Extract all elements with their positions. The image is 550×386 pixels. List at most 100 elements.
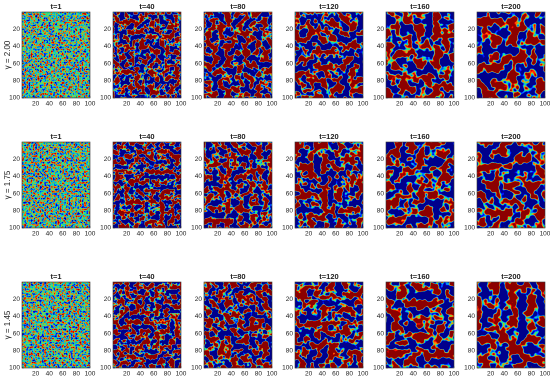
- y-tick-label: 80: [468, 78, 476, 85]
- axes-frame: [385, 11, 455, 99]
- x-tick-label: 80: [164, 371, 172, 378]
- row-label: γ = 1.45: [3, 310, 12, 339]
- panel-title: t=120: [319, 132, 338, 141]
- x-tick-label: 100: [85, 371, 96, 378]
- y-tick-label: 60: [468, 190, 476, 197]
- y-tick-label: 60: [104, 60, 112, 67]
- y-tick-label: 20: [286, 296, 294, 303]
- axes-frame: [112, 281, 182, 369]
- heatmap-image: [295, 282, 363, 368]
- axes-frame: [203, 281, 273, 369]
- y-tick-label: 100: [100, 365, 111, 372]
- y-tick-label: 20: [195, 156, 203, 163]
- x-tick-label: 40: [501, 231, 509, 238]
- x-tick-label: 100: [176, 101, 187, 108]
- x-tick-label: 40: [319, 371, 327, 378]
- y-tick-label: 20: [377, 296, 385, 303]
- x-tick-label: 20: [487, 371, 495, 378]
- x-tick-label: 20: [305, 371, 313, 378]
- x-tick-label: 80: [255, 101, 263, 108]
- y-tick-label: 20: [377, 26, 385, 33]
- axes-frame: [21, 11, 91, 99]
- x-tick-label: 80: [437, 231, 445, 238]
- y-tick-label: 100: [282, 365, 293, 372]
- x-tick-label: 80: [73, 231, 81, 238]
- y-tick-label: 20: [286, 156, 294, 163]
- y-tick-label: 100: [282, 225, 293, 232]
- x-tick-label: 80: [346, 231, 354, 238]
- panel-title: t=160: [410, 2, 429, 11]
- y-tick-label: 100: [282, 95, 293, 102]
- x-tick-label: 40: [501, 101, 509, 108]
- x-tick-label: 60: [59, 101, 67, 108]
- panel-title: t=80: [230, 132, 245, 141]
- y-tick-label: 60: [13, 330, 21, 337]
- x-tick-label: 80: [528, 371, 536, 378]
- panel-title: t=160: [410, 132, 429, 141]
- axes-frame: [21, 281, 91, 369]
- y-tick-label: 60: [13, 60, 21, 67]
- x-tick-label: 40: [228, 371, 236, 378]
- x-tick-label: 100: [358, 371, 369, 378]
- y-tick-label: 40: [104, 173, 112, 180]
- y-tick-label: 100: [191, 365, 202, 372]
- x-tick-label: 40: [137, 371, 145, 378]
- panel-title: t=40: [139, 2, 154, 11]
- y-tick-label: 60: [377, 60, 385, 67]
- x-tick-label: 60: [59, 231, 67, 238]
- y-tick-label: 40: [195, 173, 203, 180]
- panel-title: t=80: [230, 272, 245, 281]
- panel-title: t=40: [139, 272, 154, 281]
- y-tick-label: 100: [464, 225, 475, 232]
- row-label: γ = 2.00: [3, 40, 12, 69]
- x-tick-label: 60: [423, 101, 431, 108]
- heatmap-image: [204, 142, 272, 228]
- x-tick-label: 40: [46, 371, 54, 378]
- x-tick-label: 100: [449, 371, 460, 378]
- x-tick-label: 80: [164, 231, 172, 238]
- y-tick-label: 100: [373, 95, 384, 102]
- y-tick-label: 80: [13, 208, 21, 215]
- x-tick-label: 80: [528, 231, 536, 238]
- x-tick-label: 80: [437, 371, 445, 378]
- y-tick-label: 60: [13, 190, 21, 197]
- x-tick-label: 100: [449, 101, 460, 108]
- y-tick-label: 60: [104, 190, 112, 197]
- heatmap-image: [22, 12, 90, 98]
- heatmap-image: [113, 12, 181, 98]
- x-tick-label: 60: [332, 101, 340, 108]
- y-tick-label: 60: [195, 60, 203, 67]
- y-tick-label: 40: [195, 313, 203, 320]
- x-tick-label: 60: [150, 231, 158, 238]
- x-tick-label: 40: [319, 101, 327, 108]
- panel-title: t=40: [139, 132, 154, 141]
- y-tick-label: 80: [377, 208, 385, 215]
- y-tick-label: 80: [13, 348, 21, 355]
- x-tick-label: 20: [396, 101, 404, 108]
- y-tick-label: 40: [377, 313, 385, 320]
- y-tick-label: 20: [286, 26, 294, 33]
- x-tick-label: 40: [410, 231, 418, 238]
- x-tick-label: 40: [46, 231, 54, 238]
- axes-frame: [112, 141, 182, 229]
- panel-title: t=80: [230, 2, 245, 11]
- x-tick-label: 20: [32, 231, 40, 238]
- x-tick-label: 60: [514, 231, 522, 238]
- x-tick-label: 20: [487, 231, 495, 238]
- x-tick-label: 80: [255, 371, 263, 378]
- y-tick-label: 80: [286, 348, 294, 355]
- y-tick-label: 100: [464, 365, 475, 372]
- heatmap-image: [477, 142, 545, 228]
- y-tick-label: 40: [195, 43, 203, 50]
- y-tick-label: 100: [9, 225, 20, 232]
- x-tick-label: 60: [150, 101, 158, 108]
- x-tick-label: 60: [423, 231, 431, 238]
- x-tick-label: 20: [305, 101, 313, 108]
- y-tick-label: 100: [9, 365, 20, 372]
- y-tick-label: 20: [468, 296, 476, 303]
- y-tick-label: 20: [104, 26, 112, 33]
- y-tick-label: 20: [13, 296, 21, 303]
- x-tick-label: 100: [85, 231, 96, 238]
- x-tick-label: 40: [46, 101, 54, 108]
- x-tick-label: 100: [267, 101, 278, 108]
